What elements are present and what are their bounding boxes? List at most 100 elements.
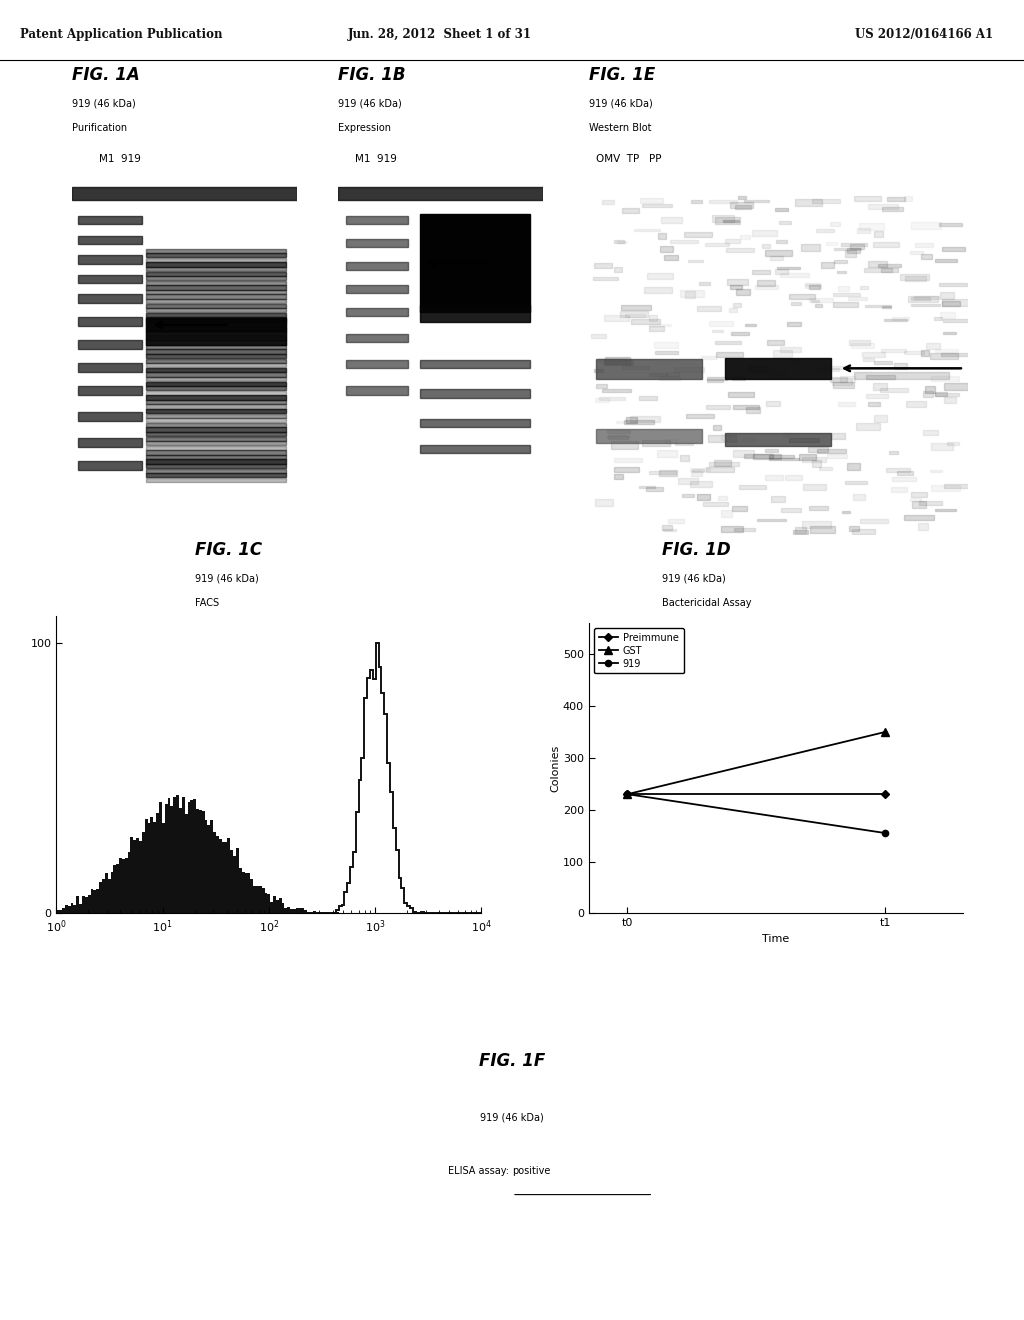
Bar [664,255,678,260]
Bar [904,351,925,354]
Bar [766,401,780,405]
Bar [810,527,835,532]
Text: FIG. 1C: FIG. 1C [195,541,262,560]
Bar [598,358,627,363]
Bar [730,202,754,209]
Bar [947,442,959,445]
Bar [596,359,702,379]
Bar [595,370,603,372]
Bar [604,359,632,364]
Bar [796,527,806,533]
Text: M1  919: M1 919 [355,154,397,164]
Bar [624,420,653,424]
Bar [853,494,865,500]
Bar [709,462,738,466]
Bar [623,366,648,370]
Bar [943,319,970,322]
Bar [854,195,881,202]
Bar [826,242,837,246]
Bar [921,255,932,259]
Bar [931,486,961,491]
Bar [642,440,670,446]
Bar [658,470,677,477]
Bar [595,499,613,506]
Bar [942,301,959,306]
Bar [146,304,286,308]
Bar [834,302,858,306]
Bar [670,240,698,243]
Bar [685,292,695,298]
Text: FACS: FACS [195,598,219,607]
Bar [921,350,929,356]
GST [879,723,891,739]
Bar [146,363,286,367]
Bar [146,294,286,298]
Bar [788,294,815,298]
Bar [72,187,297,201]
Bar [663,529,676,531]
919 [622,787,634,803]
Bar [654,342,678,348]
Bar [854,372,948,379]
Text: 919 (46 kDa): 919 (46 kDa) [338,99,401,108]
Bar [626,417,637,424]
Bar [146,478,286,482]
Bar [662,216,682,223]
Bar [884,319,907,321]
Bar [879,264,901,267]
Bar [146,322,286,326]
Bar [706,466,734,471]
Text: US 2012/0164166 A1: US 2012/0164166 A1 [855,29,993,41]
Bar [821,263,834,268]
Bar [881,388,907,392]
Bar [856,424,881,430]
Bar [736,289,750,294]
Bar [930,352,958,359]
Text: 919 (46 kDa): 919 (46 kDa) [72,99,135,108]
Bar [734,528,755,531]
Bar [338,187,543,201]
Bar [910,492,927,496]
Bar [79,341,141,348]
Bar [346,239,408,247]
Bar [943,331,956,334]
Bar [346,308,408,315]
Bar [851,343,873,348]
Bar [614,474,624,479]
Bar [757,280,775,286]
Bar [882,207,903,211]
Bar [146,459,286,463]
Bar [146,473,286,478]
Bar [860,286,867,289]
Bar [808,446,827,451]
Bar [146,432,286,436]
Bar [891,487,907,492]
Text: Western Blot: Western Blot [589,123,651,132]
Bar [640,198,663,203]
Bar [622,305,651,310]
Preimmune [879,787,891,803]
Bar [771,496,785,503]
Bar [146,418,286,422]
Bar [752,269,770,275]
Bar [829,378,847,381]
Bar [888,197,905,201]
Bar [146,428,286,432]
Bar [146,441,286,445]
Bar [864,268,892,272]
Text: 919 (46 kDa): 919 (46 kDa) [662,574,725,583]
Bar [146,313,286,317]
Bar [905,276,926,281]
Bar [741,438,755,441]
Bar [732,302,741,308]
Bar [146,354,286,358]
Bar [603,315,630,322]
Bar [692,469,703,473]
Bar [892,477,916,480]
Preimmune [622,787,634,803]
Bar [897,471,913,475]
Text: OMV  TP   PP: OMV TP PP [596,154,662,164]
Bar [873,231,883,236]
Bar [926,343,940,348]
Bar [649,374,667,376]
